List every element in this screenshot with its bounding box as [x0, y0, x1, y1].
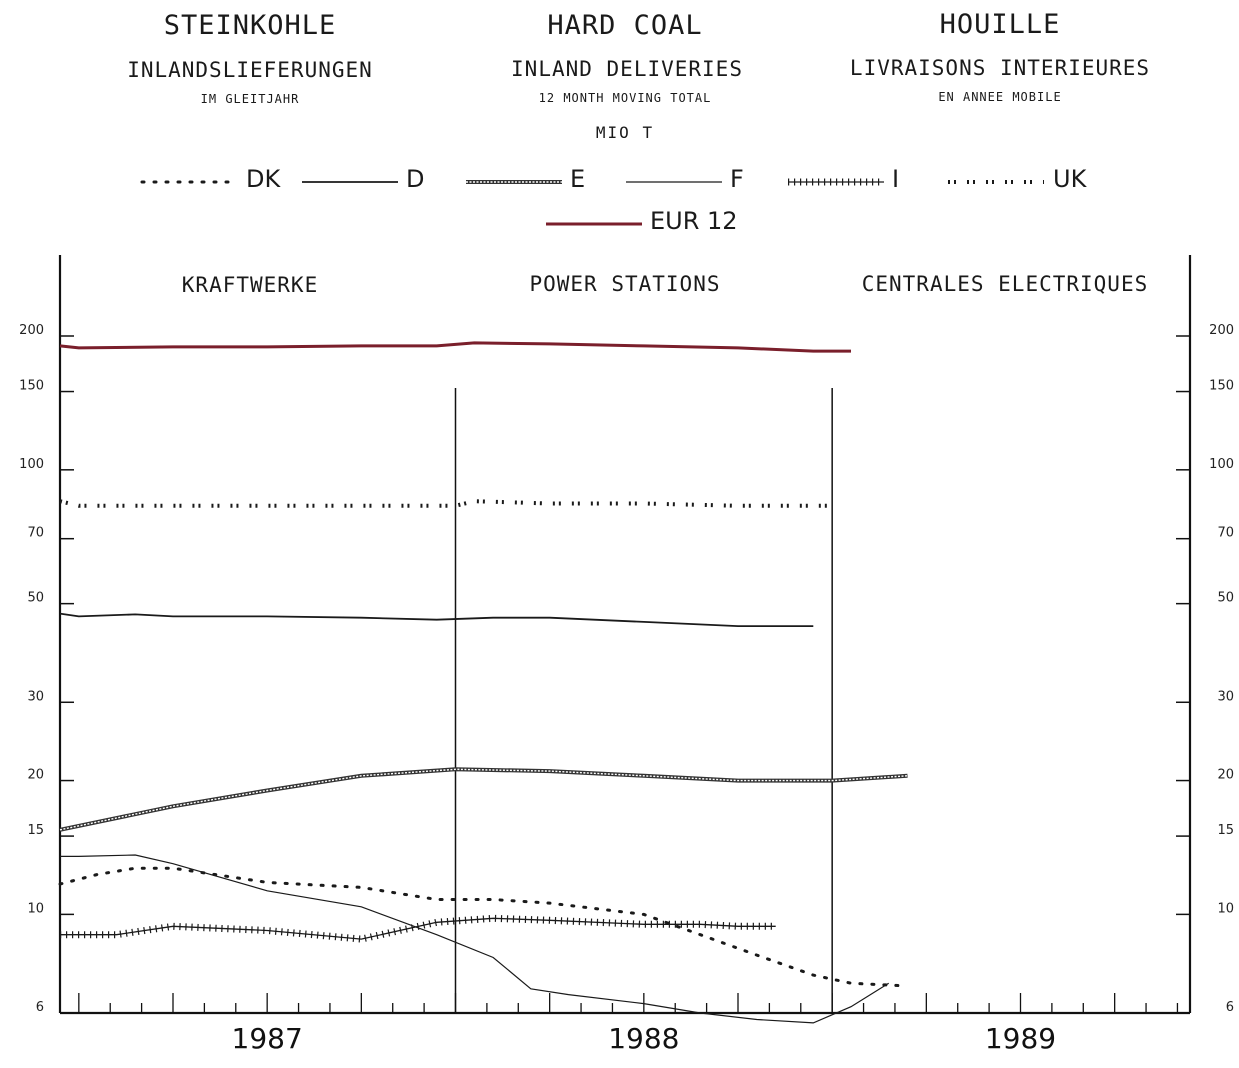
series-uk	[59, 499, 833, 508]
y-tick-label-left: 10	[27, 901, 44, 916]
legend-label-uk: UK	[1053, 165, 1087, 193]
year-label: 1989	[985, 1022, 1056, 1055]
subtitle-en: INLAND DELIVERIES	[511, 57, 743, 81]
series-eur-12	[59, 341, 851, 353]
unit-label: MIO T	[595, 123, 655, 142]
legend-label-i: I	[892, 165, 900, 193]
y-tick-label-left: 15	[27, 823, 44, 838]
panel-title-en: POWER STATIONS	[529, 272, 721, 296]
legend-label-dk: DK	[246, 165, 281, 193]
y-tick-label-right: 15	[1217, 823, 1234, 838]
y-tick-label-right: 100	[1209, 457, 1234, 472]
title-de: STEINKOHLE	[163, 10, 337, 41]
series-e	[59, 767, 908, 832]
y-tick-label-left: 200	[19, 323, 44, 338]
year-label: 1988	[608, 1022, 679, 1055]
series-f	[60, 854, 890, 1024]
legend-label-d: D	[406, 165, 425, 193]
y-tick-label-left: 20	[27, 768, 44, 783]
subtitle-de: INLANDSLIEFERUNGEN	[127, 58, 373, 82]
y-tick-label-left: 30	[27, 689, 44, 704]
y-tick-label-right: 70	[1217, 526, 1234, 541]
y-tick-label-right: 200	[1209, 323, 1234, 338]
y-tick-label-right: 20	[1217, 768, 1234, 783]
y-tick-label-left: 150	[19, 379, 44, 394]
legend-label-f: F	[730, 165, 744, 193]
y-tick-label-left: 6	[36, 1000, 44, 1015]
legend-label-e: E	[570, 165, 586, 193]
y-tick-label-right: 50	[1217, 591, 1234, 606]
note-de: IM GLEITJAHR	[200, 92, 300, 106]
panel-title-fr: CENTRALES ELECTRIQUES	[861, 272, 1149, 296]
y-tick-label-right: 10	[1217, 901, 1234, 916]
year-label: 1987	[232, 1022, 303, 1055]
series-i	[60, 914, 776, 943]
note-fr: EN ANNEE MOBILE	[938, 90, 1062, 104]
subtitle-fr: LIVRAISONS INTERIEURES	[849, 56, 1151, 80]
series-d	[59, 612, 814, 627]
y-tick-label-left: 50	[27, 591, 44, 606]
y-tick-label-right: 150	[1209, 379, 1234, 394]
title-fr: HOUILLE	[939, 9, 1061, 40]
title-en: HARD COAL	[547, 10, 703, 41]
y-tick-label-left: 70	[27, 526, 44, 541]
legend-label-eur-12: EUR 12	[650, 207, 738, 235]
panel-title-de: KRAFTWERKE	[181, 273, 319, 297]
y-tick-label-right: 6	[1226, 1000, 1234, 1015]
y-tick-label-left: 100	[19, 457, 44, 472]
note-en: 12 MONTH MOVING TOTAL	[538, 91, 712, 105]
y-tick-label-right: 30	[1217, 689, 1234, 704]
